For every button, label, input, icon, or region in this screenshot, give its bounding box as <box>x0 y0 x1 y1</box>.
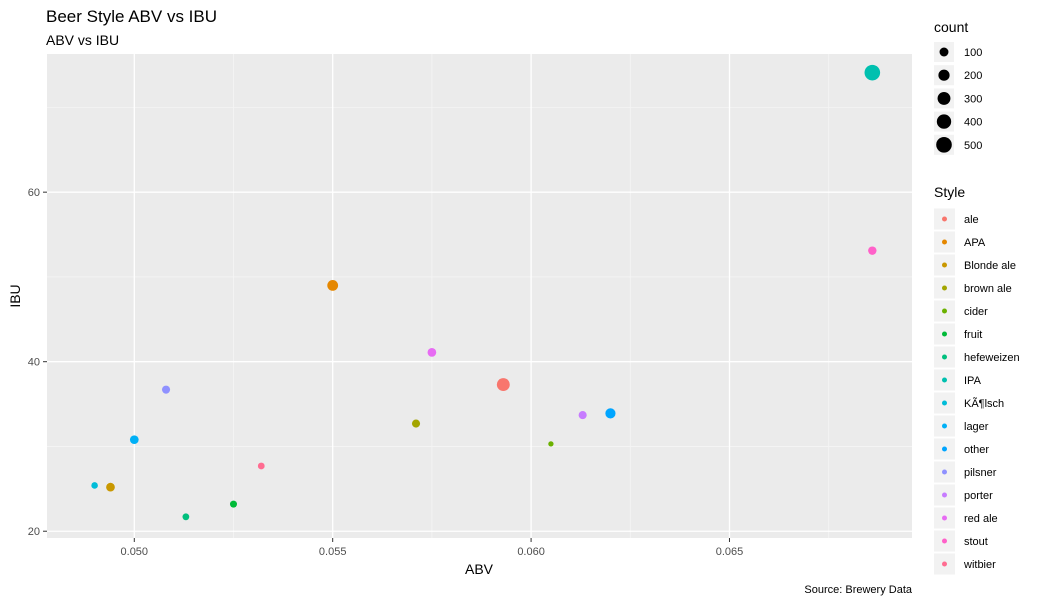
style-legend-label: IPA <box>964 375 982 387</box>
style-legend-dot <box>942 515 947 521</box>
style-legend-dot <box>942 446 947 452</box>
style-legend-dot <box>942 423 947 429</box>
x-axis: 0.050 0.055 0.060 0.065 <box>121 538 744 558</box>
data-point: fruit <box>229 500 237 508</box>
style-legend-label: Blonde ale <box>964 260 1016 272</box>
x-axis-label: ABV <box>465 561 494 577</box>
x-tick-label: 0.050 <box>121 546 149 558</box>
size-legend-label: 100 <box>964 47 982 59</box>
data-point: other <box>605 408 616 419</box>
style-legend-label: red ale <box>964 513 998 525</box>
style-legend-dot <box>942 377 947 383</box>
style-legend-dot <box>942 331 947 337</box>
size-legend-label: 200 <box>964 70 982 82</box>
size-legend-dot <box>939 47 949 57</box>
chart-subtitle: ABV vs IBU <box>46 32 119 48</box>
y-axis-label: IBU <box>7 284 23 307</box>
style-legend-dot <box>942 239 947 245</box>
style-legend-label: witbier <box>963 559 996 571</box>
plot-panel <box>47 54 912 538</box>
size-legend-label: 500 <box>964 140 982 152</box>
size-legend: 100 200 300 400 500 <box>934 42 982 155</box>
data-point: stout <box>868 246 877 255</box>
size-legend-label: 300 <box>964 93 982 105</box>
data-points: ale APA Blonde ale brown ale cider fruit hefew… <box>91 64 881 521</box>
x-tick-label: 0.055 <box>319 546 347 558</box>
style-legend-dot <box>942 262 947 268</box>
style-legend-dot <box>942 538 947 544</box>
data-point: IPA <box>864 64 881 81</box>
style-legend-label: hefeweizen <box>964 352 1020 364</box>
style-legend-dot <box>942 308 947 314</box>
style-legend-title: Style <box>934 184 965 200</box>
style-legend-label: lager <box>964 421 989 433</box>
grid-major <box>47 54 912 538</box>
size-legend-title: count <box>934 19 968 35</box>
data-point: cider <box>548 441 554 447</box>
data-point: lager <box>129 435 139 445</box>
style-legend-label: other <box>964 444 989 456</box>
style-legend-dot <box>942 400 947 406</box>
data-point: pilsner <box>161 385 171 394</box>
size-legend-dot <box>936 137 952 153</box>
data-point: witbier <box>257 462 265 470</box>
y-tick-label: 20 <box>28 526 40 538</box>
data-point: APA <box>327 280 339 291</box>
style-legend-dot <box>942 216 947 222</box>
style-legend-label: cider <box>964 306 988 318</box>
style-legend-label: KÃ¶lsch <box>964 397 1004 410</box>
chart-caption: Source: Brewery Data <box>804 584 912 596</box>
x-tick-label: 0.065 <box>716 546 744 558</box>
style-legend-dot <box>942 561 947 567</box>
style-legend-dot <box>942 354 947 360</box>
style-legend: ale APA Blonde ale brown ale cider fruit hefew… <box>934 208 1020 575</box>
style-legend-dot <box>942 285 947 291</box>
size-legend-dot <box>937 91 951 105</box>
y-tick-label: 40 <box>28 357 40 369</box>
style-legend-label: brown ale <box>964 283 1012 295</box>
data-point: hefeweizen <box>182 513 190 521</box>
data-point: ale <box>496 378 510 392</box>
style-legend-label: fruit <box>964 329 982 341</box>
y-axis: 20 40 60 <box>28 187 47 538</box>
data-point: porter <box>578 411 587 420</box>
size-legend-label: 400 <box>964 117 982 129</box>
style-legend-label: pilsner <box>964 467 997 479</box>
style-legend-label: ale <box>964 214 979 226</box>
style-legend-label: stout <box>964 536 988 548</box>
data-point: brown ale <box>411 419 421 428</box>
style-legend-dot <box>942 469 947 475</box>
data-point: KÃ¶lsch <box>91 482 98 489</box>
style-legend-label: porter <box>964 490 993 502</box>
style-legend-label: APA <box>964 237 986 249</box>
y-tick-label: 60 <box>28 187 40 199</box>
grid-minor <box>47 54 912 538</box>
chart-title: Beer Style ABV vs IBU <box>46 7 217 26</box>
size-legend-dot <box>936 114 952 129</box>
size-legend-dot <box>938 69 950 81</box>
data-point: Blonde ale <box>106 482 115 492</box>
data-point: red ale <box>427 348 437 357</box>
x-tick-label: 0.060 <box>517 546 545 558</box>
style-legend-dot <box>942 492 947 498</box>
